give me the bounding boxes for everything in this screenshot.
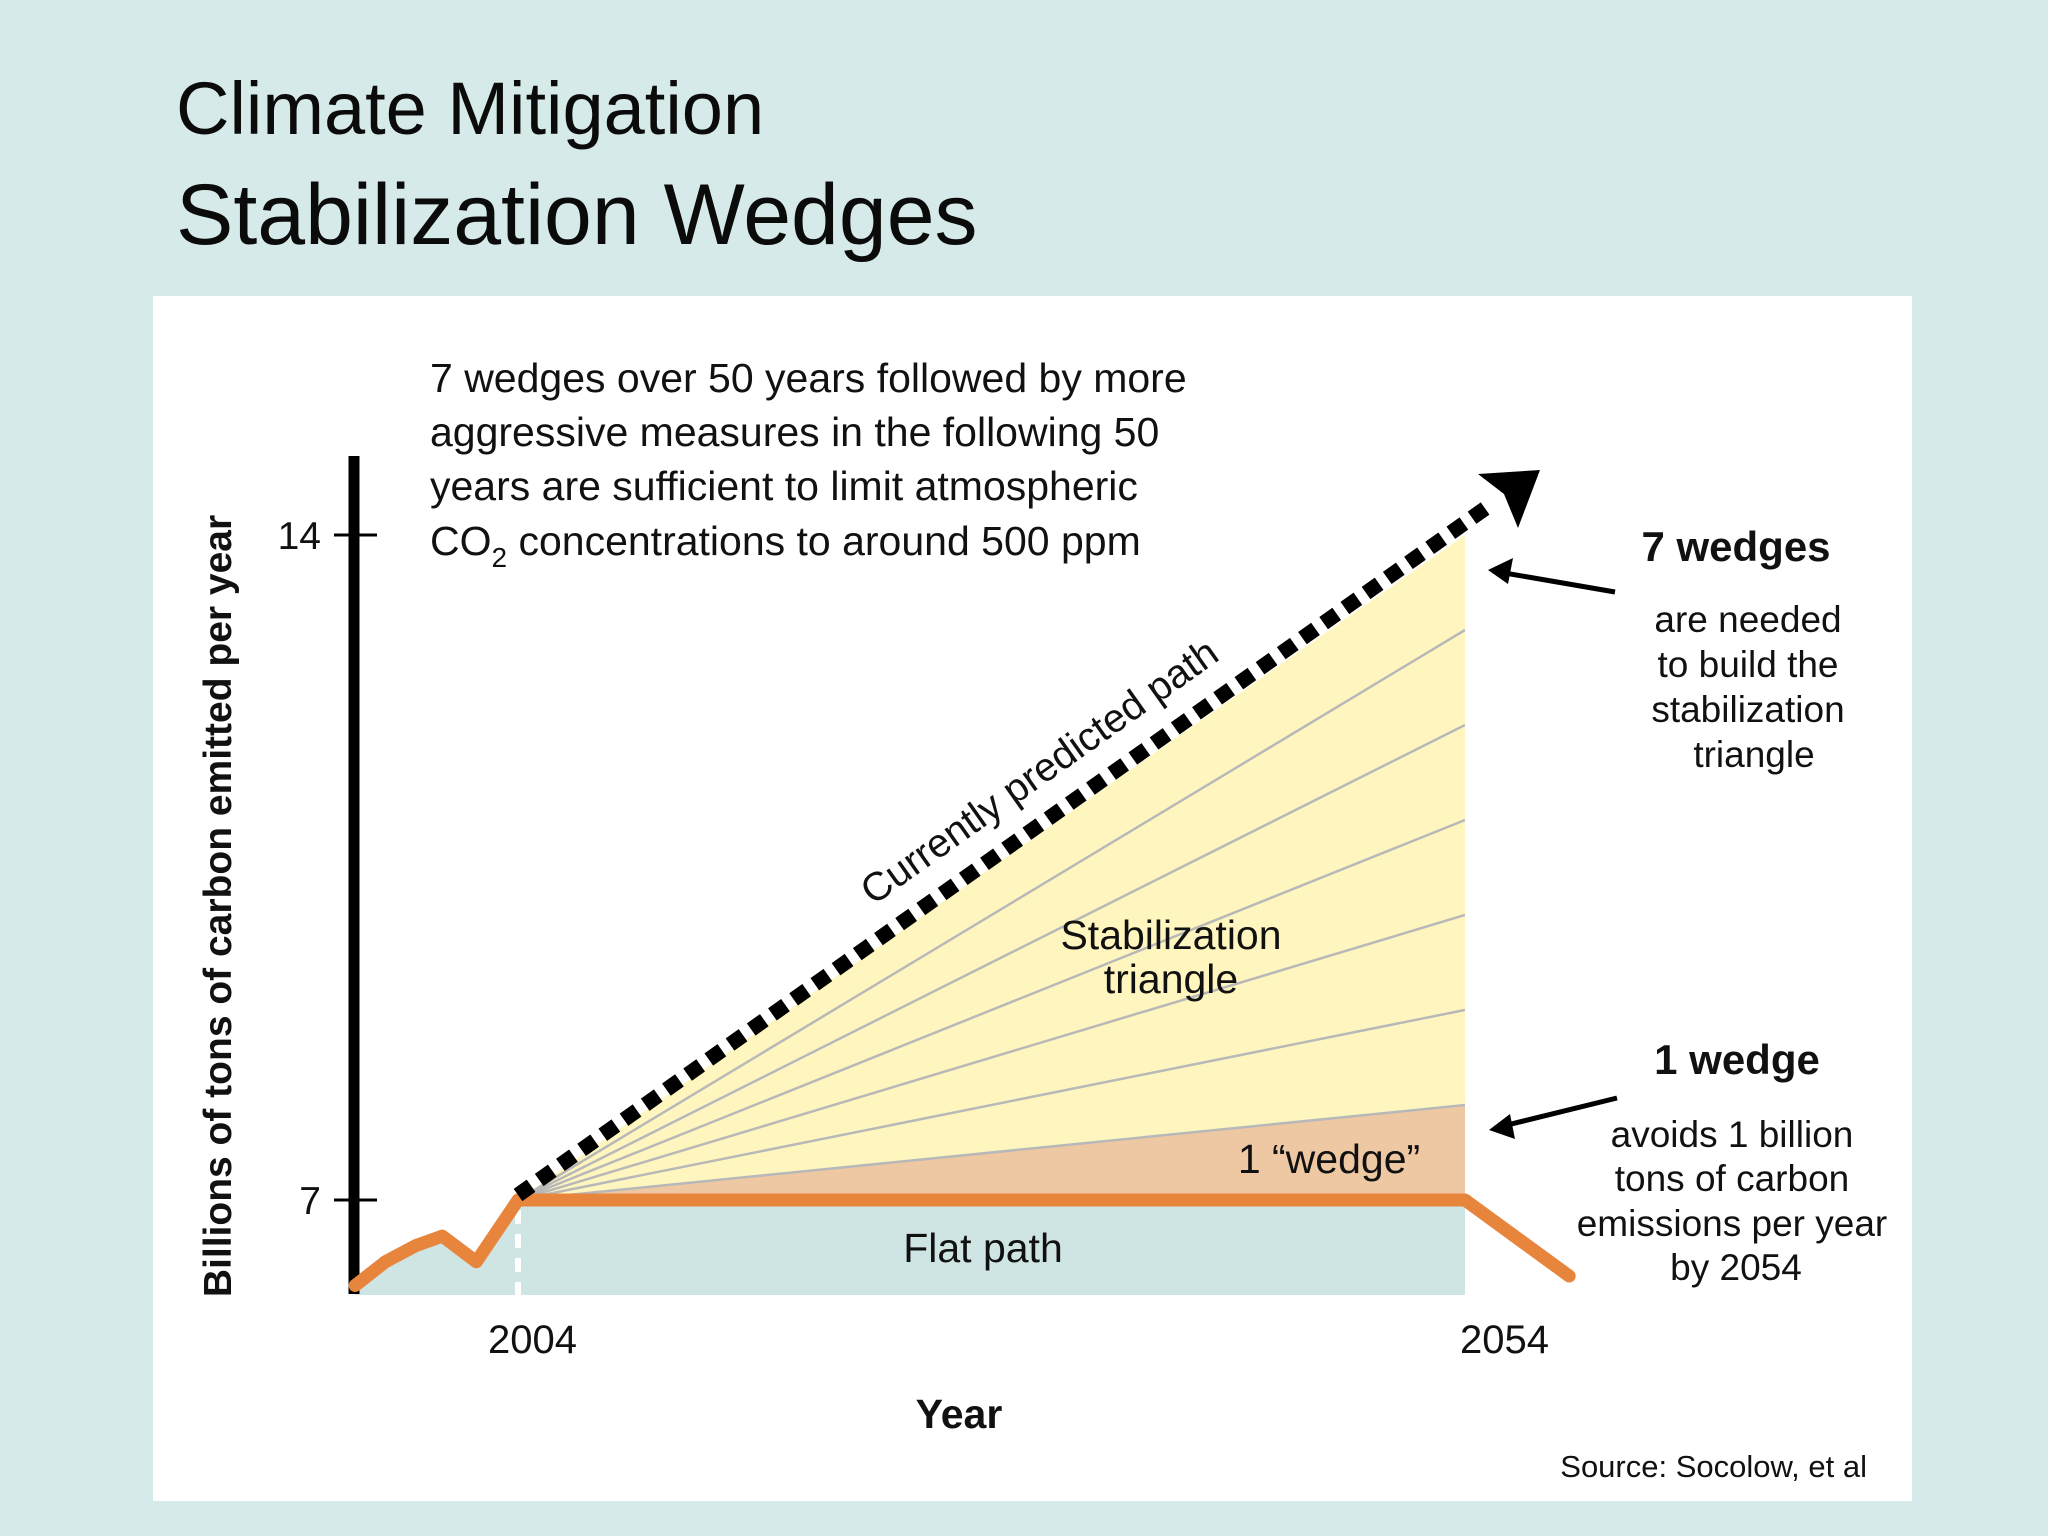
intro-text-line2: aggressive measures in the following 50 [430, 409, 1159, 455]
annotation-one-wedge-line4: by 2054 [1670, 1247, 1802, 1288]
annotation-seven-wedges: 7 wedges are needed to build the stabili… [1488, 523, 1845, 775]
annotation-seven-wedges-line3: stabilization [1651, 689, 1844, 730]
source-credit: Source: Socolow, et al [1560, 1449, 1867, 1484]
series-line-currently-predicted-path [513, 498, 1495, 1202]
annotation-seven-wedges-arrow [1492, 568, 1616, 595]
annotation-one-wedge-heading: 1 wedge [1654, 1036, 1820, 1083]
annotation-seven-wedges-heading: 7 wedges [1641, 523, 1830, 570]
x-tick-label-2054: 2054 [1460, 1318, 1549, 1362]
annotation-one-wedge-arrow [1494, 1095, 1618, 1131]
intro-co2-pre: CO [430, 518, 492, 564]
wedge-divider-line-5 [518, 723, 1465, 1200]
x-axis-ticks: 2004 2054 [488, 1318, 1549, 1362]
wedge-divider-line-2 [518, 1008, 1465, 1200]
y-tick-label-7: 7 [299, 1180, 321, 1223]
stabilization-triangle-label-line2: triangle [1104, 956, 1238, 1002]
intro-text-line4: CO2 concentrations to around 500 ppm [430, 518, 1141, 573]
flat-path-region [355, 1200, 1466, 1295]
y-axis-ticks: 7 14 [278, 515, 377, 1223]
series-line-flat-path [348, 1193, 1576, 1292]
y-axis-label: Billions of tons of carbon emitted per y… [197, 515, 240, 1297]
chart-panel: 7 14 2004 2054 Currently predicted path Fl… [153, 296, 1912, 1501]
annotation-one-wedge-line2: tons of carbon [1615, 1158, 1849, 1199]
annotation-seven-wedges-line1: are needed [1654, 599, 1841, 640]
intro-text-line3: years are sufficient to limit atmospheri… [430, 463, 1138, 509]
annotation-seven-wedges-line2: to build the [1657, 644, 1838, 685]
wedge-divider-line-4 [518, 818, 1465, 1200]
intro-co2-subscript: 2 [492, 542, 508, 573]
x-tick-label-2004: 2004 [488, 1318, 577, 1362]
wedge-divider-lines [518, 628, 1465, 1200]
annotation-one-wedge-arrowhead [1489, 1114, 1515, 1139]
y-tick-label-14: 14 [278, 515, 321, 558]
annotation-seven-wedges-arrowhead [1488, 558, 1513, 584]
annotation-seven-wedges-line4: triangle [1693, 734, 1814, 775]
wedge-divider-line-3 [518, 913, 1465, 1200]
wedge-divider-line-1 [518, 1103, 1465, 1200]
slide-title-line2: Stabilization Wedges [176, 167, 978, 263]
annotation-one-wedge: 1 wedge avoids 1 billion tons of carbon … [1489, 1036, 1887, 1288]
stabilization-triangle-label-line1: Stabilization [1060, 912, 1281, 958]
one-wedge-label: 1 “wedge” [1238, 1136, 1420, 1182]
predicted-path-arrowhead [1478, 470, 1540, 528]
wedge-divider-line-6 [518, 628, 1465, 1200]
intro-co2-post: concentrations to around 500 ppm [507, 518, 1141, 564]
annotation-one-wedge-line3: emissions per year [1577, 1203, 1888, 1244]
intro-text-line1: 7 wedges over 50 years followed by more [430, 355, 1187, 401]
annotation-one-wedge-line1: avoids 1 billion [1611, 1114, 1854, 1155]
stabilization-wedges-chart: 714 2004 2054 Currently predicted path Fl… [197, 355, 1887, 1484]
slide-title-line1: Climate Mitigation [176, 67, 765, 150]
series-label-flat-path: Flat path [903, 1225, 1063, 1271]
intro-text-block: 7 wedges over 50 years followed by more … [430, 355, 1187, 573]
x-axis-label: Year [916, 1391, 1003, 1437]
